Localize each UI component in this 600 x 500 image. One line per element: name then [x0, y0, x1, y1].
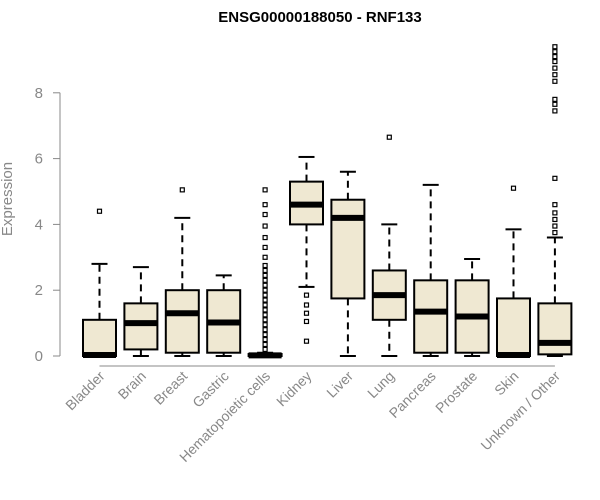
outlier-point [552, 49, 558, 55]
x-tick-label: Prostate [432, 368, 480, 416]
box-kidney [289, 155, 324, 344]
box-liver [330, 170, 366, 357]
y-tick-label: 2 [35, 282, 43, 299]
x-tick-label: Bladder [62, 368, 108, 414]
y-tick-label: 8 [35, 85, 43, 102]
outlier-point [262, 327, 268, 333]
outlier-point [262, 302, 268, 308]
box-skin [496, 185, 531, 359]
outlier-point [262, 292, 268, 298]
outlier-point [303, 302, 310, 308]
outlier-point [262, 244, 268, 251]
outlier-point [552, 72, 558, 78]
outlier-point [552, 58, 558, 65]
x-tick-label: Brain [115, 368, 149, 402]
outlier-point [262, 277, 268, 283]
outlier-point [552, 216, 558, 223]
outlier-point [262, 307, 268, 313]
outlier-point [262, 332, 268, 338]
outlier-point [262, 312, 268, 318]
box-lung [371, 134, 407, 357]
outlier-point [552, 101, 558, 107]
outlier-point [552, 210, 558, 216]
outlier-point [552, 65, 558, 71]
x-tick-label: Breast [150, 368, 190, 408]
outlier-point [262, 341, 268, 348]
x-tick-label: Liver [323, 368, 356, 401]
outlier-point [262, 267, 268, 274]
y-tick-label: 6 [35, 151, 43, 168]
outlier-point [303, 338, 310, 344]
x-tick-label: Unknown / Other [477, 368, 563, 454]
box-pancreas [413, 183, 449, 357]
outlier-point [262, 202, 268, 208]
outlier-point [262, 346, 268, 353]
outlier-point [262, 272, 268, 278]
outlier-point [552, 202, 558, 208]
iqr-box [330, 198, 366, 300]
outlier-point [303, 318, 310, 325]
box-unknown-other [537, 44, 573, 357]
outlier-point [262, 287, 268, 293]
y-axis-label: Expression [0, 162, 16, 236]
outlier-point [386, 134, 392, 140]
outlier-point [262, 234, 268, 241]
outlier-point [262, 254, 268, 260]
outlier-point [552, 108, 558, 114]
y-tick-label: 4 [35, 216, 43, 233]
iqr-box [413, 279, 449, 354]
outlier-point [552, 44, 558, 50]
outlier-point [262, 187, 268, 193]
y-tick-label: 0 [35, 348, 43, 365]
box-brain [123, 266, 159, 357]
x-tick-label: Kidney [273, 368, 315, 410]
outlier-point [552, 54, 558, 60]
outlier-point [262, 282, 268, 288]
outlier-point [303, 310, 310, 316]
box-bladder [82, 208, 117, 359]
iqr-box [164, 289, 200, 354]
outlier-point [552, 78, 558, 84]
outlier-point [262, 223, 268, 229]
iqr-box [123, 302, 159, 351]
outlier-point [262, 297, 268, 303]
y-axis: 0 2 4 6 8 [35, 85, 555, 367]
outlier-point [552, 96, 558, 102]
chart-title: ENSG00000188050 - RNF133 [218, 9, 421, 26]
box-gastric [206, 274, 242, 357]
boxes-group [82, 44, 573, 359]
box-prostate [454, 257, 490, 357]
iqr-box [496, 297, 531, 357]
outlier-point [552, 175, 558, 181]
x-tick-label: Skin [491, 368, 522, 399]
outlier-point [262, 211, 268, 218]
box-breast [164, 187, 200, 357]
x-tick-label: Lung [364, 368, 397, 401]
iqr-box [537, 302, 573, 356]
outlier-point [510, 185, 517, 191]
box-hematopoietic-cells [247, 187, 283, 359]
iqr-box [82, 318, 117, 357]
outlier-point [262, 336, 268, 343]
outlier-point [552, 223, 558, 229]
outlier-point [262, 317, 268, 323]
outlier-point [303, 292, 310, 298]
outlier-point [96, 208, 103, 214]
outlier-point [179, 187, 185, 193]
outlier-point [552, 230, 558, 236]
outlier-point [262, 262, 268, 269]
outlier-point [262, 322, 268, 328]
